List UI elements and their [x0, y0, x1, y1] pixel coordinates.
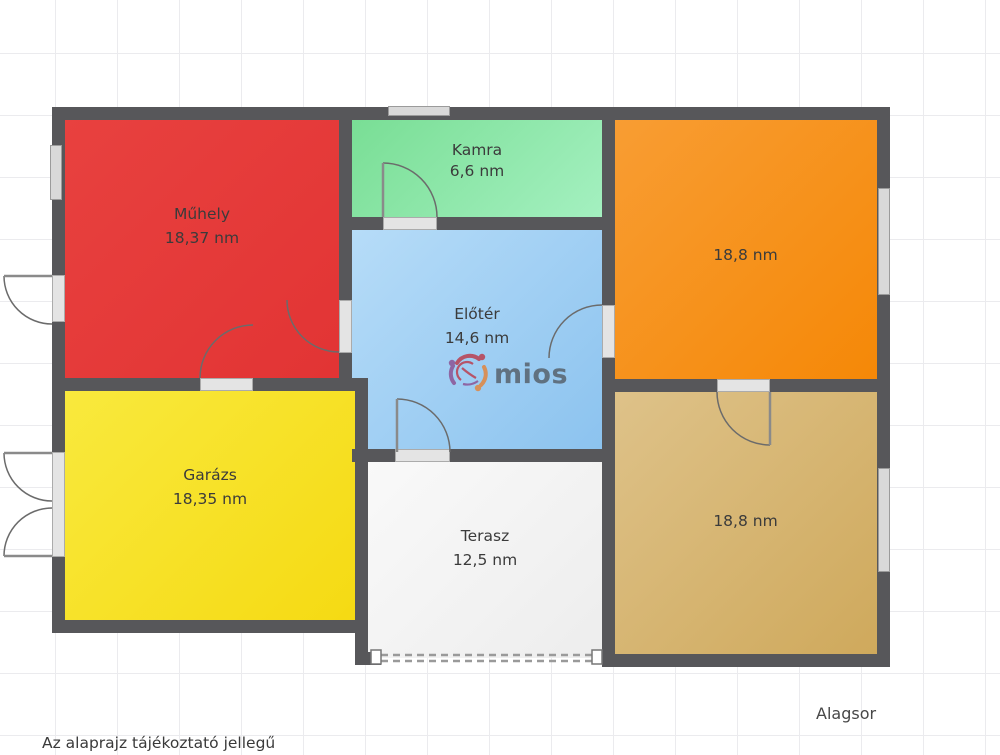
room-muhely: Műhely 18,37 nm: [65, 120, 339, 378]
door-leaf-kamra: [383, 217, 437, 230]
room-label: 18,8 nm: [614, 243, 877, 267]
miosz-watermark-text: miosz: [494, 359, 568, 390]
miosz-watermark: miosz: [448, 353, 568, 392]
room-area: 18,35 nm: [172, 490, 248, 508]
room-area: 14,6 nm: [444, 329, 510, 347]
wall-eloter-bottom: [352, 449, 615, 462]
wall-top: [52, 107, 890, 120]
door-leaf-garage-exterior: [52, 452, 65, 557]
room-label: 18,8 nm: [614, 509, 877, 533]
miosz-logo-icon: [448, 353, 488, 392]
door-arc-garage-bottom: [3, 507, 53, 557]
room-name: Előtér: [454, 305, 500, 323]
level-label: Alagsor: [816, 704, 877, 723]
room-kamra: Kamra 6,6 nm: [352, 120, 602, 217]
window-muhely-left: [50, 145, 62, 200]
door-leaf-eloter-szoba: [602, 305, 615, 358]
room-label: Garázs 18,35 nm: [65, 463, 355, 511]
room-label: Előtér 14,6 nm: [352, 302, 602, 350]
room-terasz: Terasz 12,5 nm: [368, 462, 602, 658]
wall-garage-bottom: [52, 620, 368, 633]
room-szoba-felso: 18,8 nm: [614, 120, 877, 379]
window-kamra-top: [388, 106, 450, 116]
door-leaf-szoba-szoba: [717, 379, 770, 392]
disclaimer-text: Az alaprajz tájékoztató jellegű: [42, 734, 276, 752]
wall-terasz-stub: [355, 652, 381, 665]
room-label: Kamra 6,6 nm: [352, 140, 602, 182]
room-name: Kamra: [451, 141, 503, 159]
room-label: Terasz 12,5 nm: [368, 524, 602, 572]
wall-szoba-bottom: [602, 654, 890, 667]
door-leaf-eloter-terasz: [395, 449, 450, 462]
room-szoba-also: 18,8 nm: [614, 392, 877, 654]
door-leaf-muhely-garazs: [200, 378, 253, 391]
window-szoba-also-right: [878, 468, 890, 572]
door-leaf-muhely-exterior: [52, 275, 65, 322]
room-area: 12,5 nm: [452, 551, 518, 569]
window-szoba-felso-right: [878, 188, 890, 295]
wall-kamra-bottom: [339, 217, 614, 230]
room-area: 18,8 nm: [713, 246, 778, 264]
room-name: Terasz: [460, 527, 510, 545]
room-eloter: Előtér 14,6 nm: [352, 230, 602, 449]
room-name: Műhely: [173, 205, 231, 223]
room-area: 18,8 nm: [713, 512, 778, 530]
wall-garazs-terasz: [355, 378, 368, 665]
room-garazs: Garázs 18,35 nm: [65, 391, 355, 620]
door-leaf-muhely-eloter: [339, 300, 352, 353]
room-area: 18,37 nm: [164, 229, 240, 247]
room-label: Műhely 18,37 nm: [65, 202, 339, 250]
room-name: Garázs: [183, 466, 237, 484]
room-area: 6,6 nm: [449, 162, 505, 180]
door-arc-muhely-exterior: [3, 275, 53, 325]
door-arc-garage-top: [3, 452, 53, 502]
